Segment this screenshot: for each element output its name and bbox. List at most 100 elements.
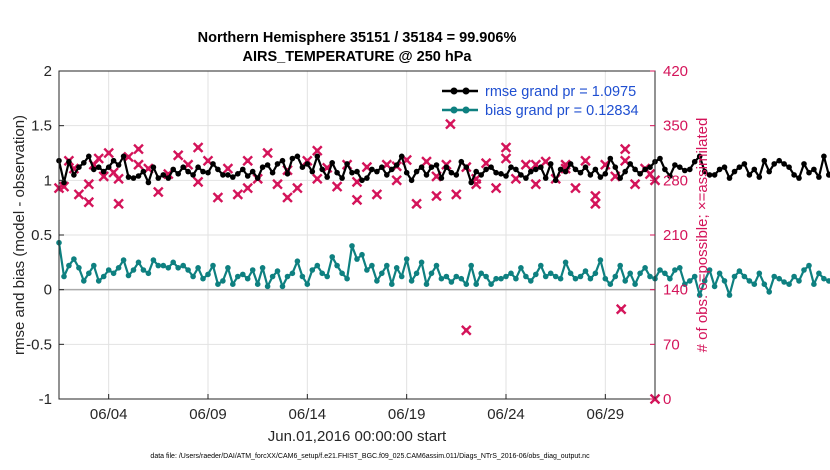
- rmse-series-point: [135, 173, 142, 179]
- rmse-series-point: [205, 169, 211, 176]
- bias-series-point: [249, 267, 256, 273]
- obs-assimilated-marker: [58, 181, 70, 192]
- bias-series-point: [369, 262, 375, 269]
- rmse-series-point: [403, 169, 410, 176]
- bias-series-point: [259, 265, 266, 271]
- rmse-series-point: [562, 168, 569, 175]
- obs-marker-core: [156, 189, 161, 195]
- bias-series-point: [448, 279, 455, 285]
- bias-series-point: [667, 275, 673, 282]
- rmse-series-point: [503, 173, 509, 179]
- bias-series-point: [200, 275, 206, 282]
- rmse-series-point: [706, 172, 713, 178]
- bias-series-point: [691, 273, 698, 280]
- rmse-series-point: [125, 174, 132, 180]
- obs-marker-core: [86, 182, 91, 187]
- bias-series-point: [682, 281, 688, 288]
- bias-series-point: [319, 270, 326, 277]
- rmse-series-point: [230, 174, 236, 180]
- rmse-series-point: [369, 166, 375, 173]
- obs-assimilated-marker: [133, 159, 144, 170]
- obs-assimilated-marker: [113, 198, 124, 210]
- obs-marker-core: [573, 185, 578, 191]
- obs-assimilated-marker: [312, 173, 323, 185]
- obs-assimilated-marker: [431, 190, 442, 202]
- rmse-series-point: [786, 164, 792, 170]
- bias-series-point: [821, 275, 827, 282]
- rmse-series-point: [175, 171, 181, 177]
- obs-assimilated-marker: [272, 178, 283, 190]
- bias-series-point: [71, 256, 77, 262]
- obs-marker-core: [503, 156, 509, 161]
- y-axis-label: rmse and bias (model - observation): [11, 115, 28, 355]
- rmse-series-point: [304, 161, 311, 167]
- bias-series-point: [518, 265, 524, 271]
- axes: -1 -0.5 0 0.5 1 1.5 2 0 70 140 210 280 350 420 06/04 06…: [26, 63, 688, 423]
- bias-series-point: [701, 278, 708, 284]
- obs-assimilated-marker: [192, 176, 204, 188]
- bias-series-point: [110, 270, 117, 277]
- rmse-series-point: [801, 161, 807, 167]
- bias-series-point: [284, 273, 291, 280]
- rmse-series-point: [140, 168, 147, 175]
- bias-series-point: [781, 279, 787, 285]
- rmse-series-point: [284, 171, 291, 177]
- bias-series-point: [150, 257, 157, 263]
- bias-series-point: [622, 278, 628, 284]
- obs-assimilated-marker: [133, 143, 144, 155]
- bias-series-point: [513, 275, 519, 282]
- rmse-series-point: [61, 179, 67, 186]
- rmse-series-point: [483, 166, 489, 173]
- bias-series-point: [533, 271, 539, 278]
- y2-tick-label: 280: [663, 172, 688, 189]
- obs-marker-core: [533, 162, 538, 167]
- rmse-series-point: [612, 164, 619, 170]
- rmse-series-point: [215, 166, 221, 173]
- bias-series-point: [806, 262, 812, 269]
- rmse-series-point: [637, 171, 643, 177]
- rmse-series-point: [756, 174, 763, 180]
- bias-series-point: [76, 265, 82, 271]
- obs-assimilated-marker: [262, 147, 273, 159]
- x-tick-label: 06/09: [189, 406, 227, 423]
- rmse-series-point: [339, 175, 345, 181]
- bias-series-point: [557, 275, 564, 282]
- rmse-series-point: [453, 172, 460, 178]
- obs-marker-core: [593, 193, 598, 199]
- bias-series-point: [508, 270, 514, 277]
- rmse-series-point: [384, 172, 390, 178]
- obs-marker-core: [315, 148, 320, 153]
- obs-marker-core: [493, 185, 499, 191]
- grid-lines: [59, 70, 655, 400]
- legend-rmse-marker: [450, 87, 458, 95]
- footnote: data file: /Users/raeder/DAI/ATM_forcXX/…: [150, 453, 590, 460]
- bias-series-point: [751, 281, 758, 288]
- obs-marker-core: [116, 176, 121, 181]
- obs-marker-core: [61, 184, 67, 189]
- rmse-series-point: [418, 164, 425, 170]
- obs-assimilated-marker: [411, 198, 422, 210]
- rmse-series-point: [687, 166, 693, 173]
- bias-series-point: [389, 281, 395, 288]
- rmse-series-point: [721, 164, 728, 170]
- obs-assimilated-marker: [570, 182, 581, 194]
- bias-series-point: [632, 281, 638, 288]
- bias-series-point: [572, 275, 579, 282]
- y-tick-label: 2: [44, 63, 52, 80]
- obs-assimilated-marker: [391, 175, 402, 186]
- rmse-series-point: [314, 153, 321, 160]
- rmse-series-point: [443, 164, 450, 170]
- bias-series-point: [180, 262, 186, 269]
- obs-assimilated-marker: [480, 157, 492, 169]
- obs-marker-core: [111, 170, 116, 175]
- obs-assimilated-marker: [510, 173, 522, 185]
- rmse-series-point: [349, 169, 355, 176]
- bias-series-point: [687, 278, 693, 284]
- rmse-series-point: [190, 172, 196, 178]
- bias-series-point: [374, 278, 380, 284]
- bias-series-point: [269, 273, 276, 280]
- y2-tick-label: 0: [663, 391, 671, 408]
- legend-rmse-label: rmse grand pr = 1.0975: [485, 84, 636, 100]
- bias-series-point: [215, 281, 221, 288]
- bias-series-point: [468, 262, 475, 269]
